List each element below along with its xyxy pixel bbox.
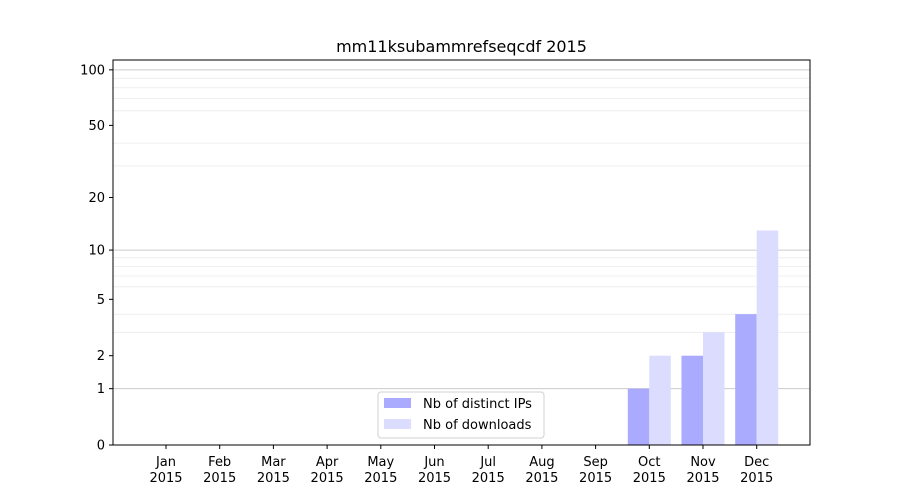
x-tick-label-year: 2015: [686, 471, 719, 486]
x-tick-label-year: 2015: [740, 471, 773, 486]
bar-distinct-ips: [735, 314, 757, 445]
x-tick-label-month: Jan: [155, 455, 176, 470]
x-tick-label-year: 2015: [311, 471, 344, 486]
x-tick-label-month: Jul: [479, 455, 496, 470]
legend-swatch: [384, 419, 411, 429]
x-tick-label-month: Aug: [529, 455, 554, 470]
x-tick-label-month: Feb: [208, 455, 231, 470]
x-tick-label-year: 2015: [579, 471, 612, 486]
x-tick-label-month: Jun: [423, 455, 444, 470]
x-tick-label-month: Mar: [261, 455, 286, 470]
y-tick-label: 0: [97, 439, 105, 454]
y-tick-label: 1: [97, 382, 105, 397]
x-tick-label-month: Nov: [690, 455, 716, 470]
x-tick-label-month: Sep: [583, 455, 608, 470]
y-tick-label: 2: [97, 349, 105, 364]
y-tick-label: 10: [88, 244, 105, 259]
x-tick-label-month: Apr: [316, 455, 339, 470]
legend: [377, 391, 545, 439]
x-tick-label-year: 2015: [149, 471, 182, 486]
x-tick-label-year: 2015: [257, 471, 290, 486]
x-tick-label-year: 2015: [418, 471, 451, 486]
bar-distinct-ips: [681, 355, 703, 445]
plot-frame: [112, 59, 811, 446]
legend-label: Nb of downloads: [423, 418, 532, 433]
x-tick-label-year: 2015: [472, 471, 505, 486]
x-tick-label-year: 2015: [525, 471, 558, 486]
bar-downloads: [649, 355, 671, 445]
x-tick-label-month: Dec: [744, 455, 769, 470]
legend-label: Nb of distinct IPs: [423, 397, 532, 412]
x-tick-label-month: Oct: [638, 455, 660, 470]
bar-distinct-ips: [627, 388, 650, 445]
y-tick-label: 5: [97, 293, 105, 308]
legend-swatch: [384, 398, 411, 408]
bar-downloads: [756, 230, 779, 445]
y-tick-label: 20: [88, 191, 105, 206]
y-tick-label: 50: [88, 119, 105, 134]
chart-title: mm11ksubammrefseqcdf 2015: [336, 37, 587, 56]
x-tick-label-year: 2015: [633, 471, 666, 486]
bar-downloads: [703, 332, 725, 445]
x-tick-label-month: May: [367, 455, 394, 470]
x-tick-label-year: 2015: [203, 471, 236, 486]
x-tick-label-year: 2015: [364, 471, 397, 486]
y-tick-label: 100: [80, 63, 105, 78]
